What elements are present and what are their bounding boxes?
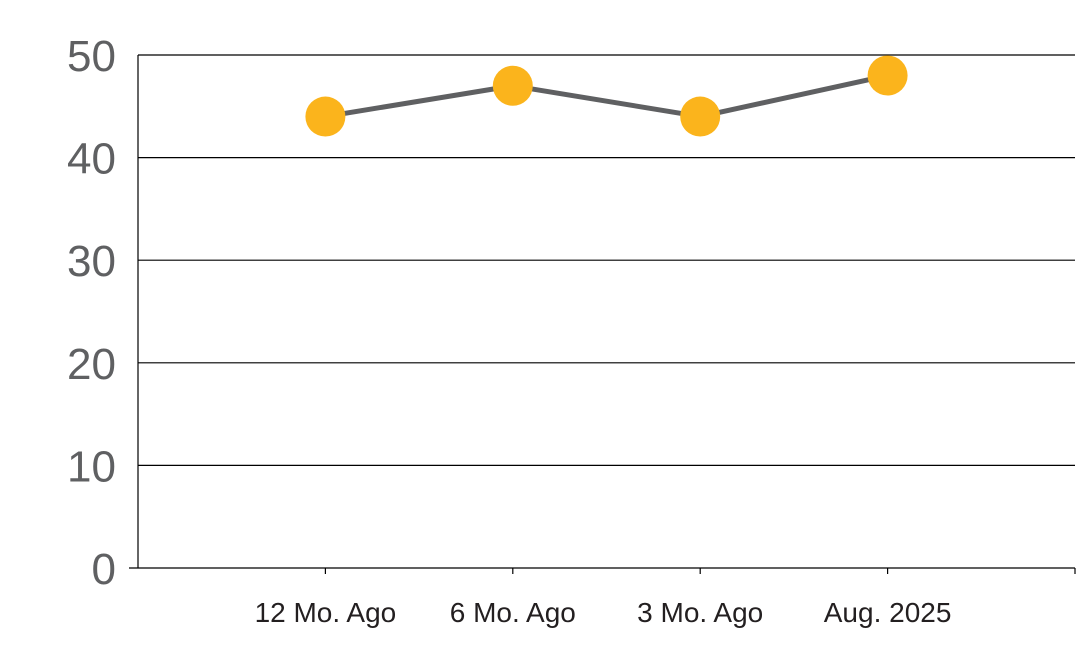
y-axis-tick-labels: 0 10 20 30 40 50 — [67, 32, 116, 594]
y-tick-label-50: 50 — [67, 32, 116, 81]
y-tick-label-30: 30 — [67, 237, 116, 286]
data-point-1 — [305, 96, 346, 137]
x-tick-label-4: Aug. 2025 — [824, 597, 952, 628]
y-tick-label-40: 40 — [67, 135, 116, 184]
axes — [129, 55, 1076, 574]
x-tick-label-3: 3 Mo. Ago — [637, 597, 763, 628]
data-point-4 — [867, 55, 908, 96]
x-axis-tick-labels: 12 Mo. Ago 6 Mo. Ago 3 Mo. Ago Aug. 2025 — [255, 597, 952, 628]
data-point-2 — [492, 65, 533, 106]
y-tick-label-0: 0 — [92, 545, 116, 594]
x-tick-label-2: 6 Mo. Ago — [450, 597, 576, 628]
series-line — [324, 73, 889, 120]
gridlines — [138, 54, 1075, 466]
x-tick-label-1: 12 Mo. Ago — [255, 597, 397, 628]
y-tick-label-20: 20 — [67, 340, 116, 389]
data-point-3 — [680, 96, 721, 137]
series-group — [305, 55, 908, 137]
y-tick-label-10: 10 — [67, 442, 116, 491]
